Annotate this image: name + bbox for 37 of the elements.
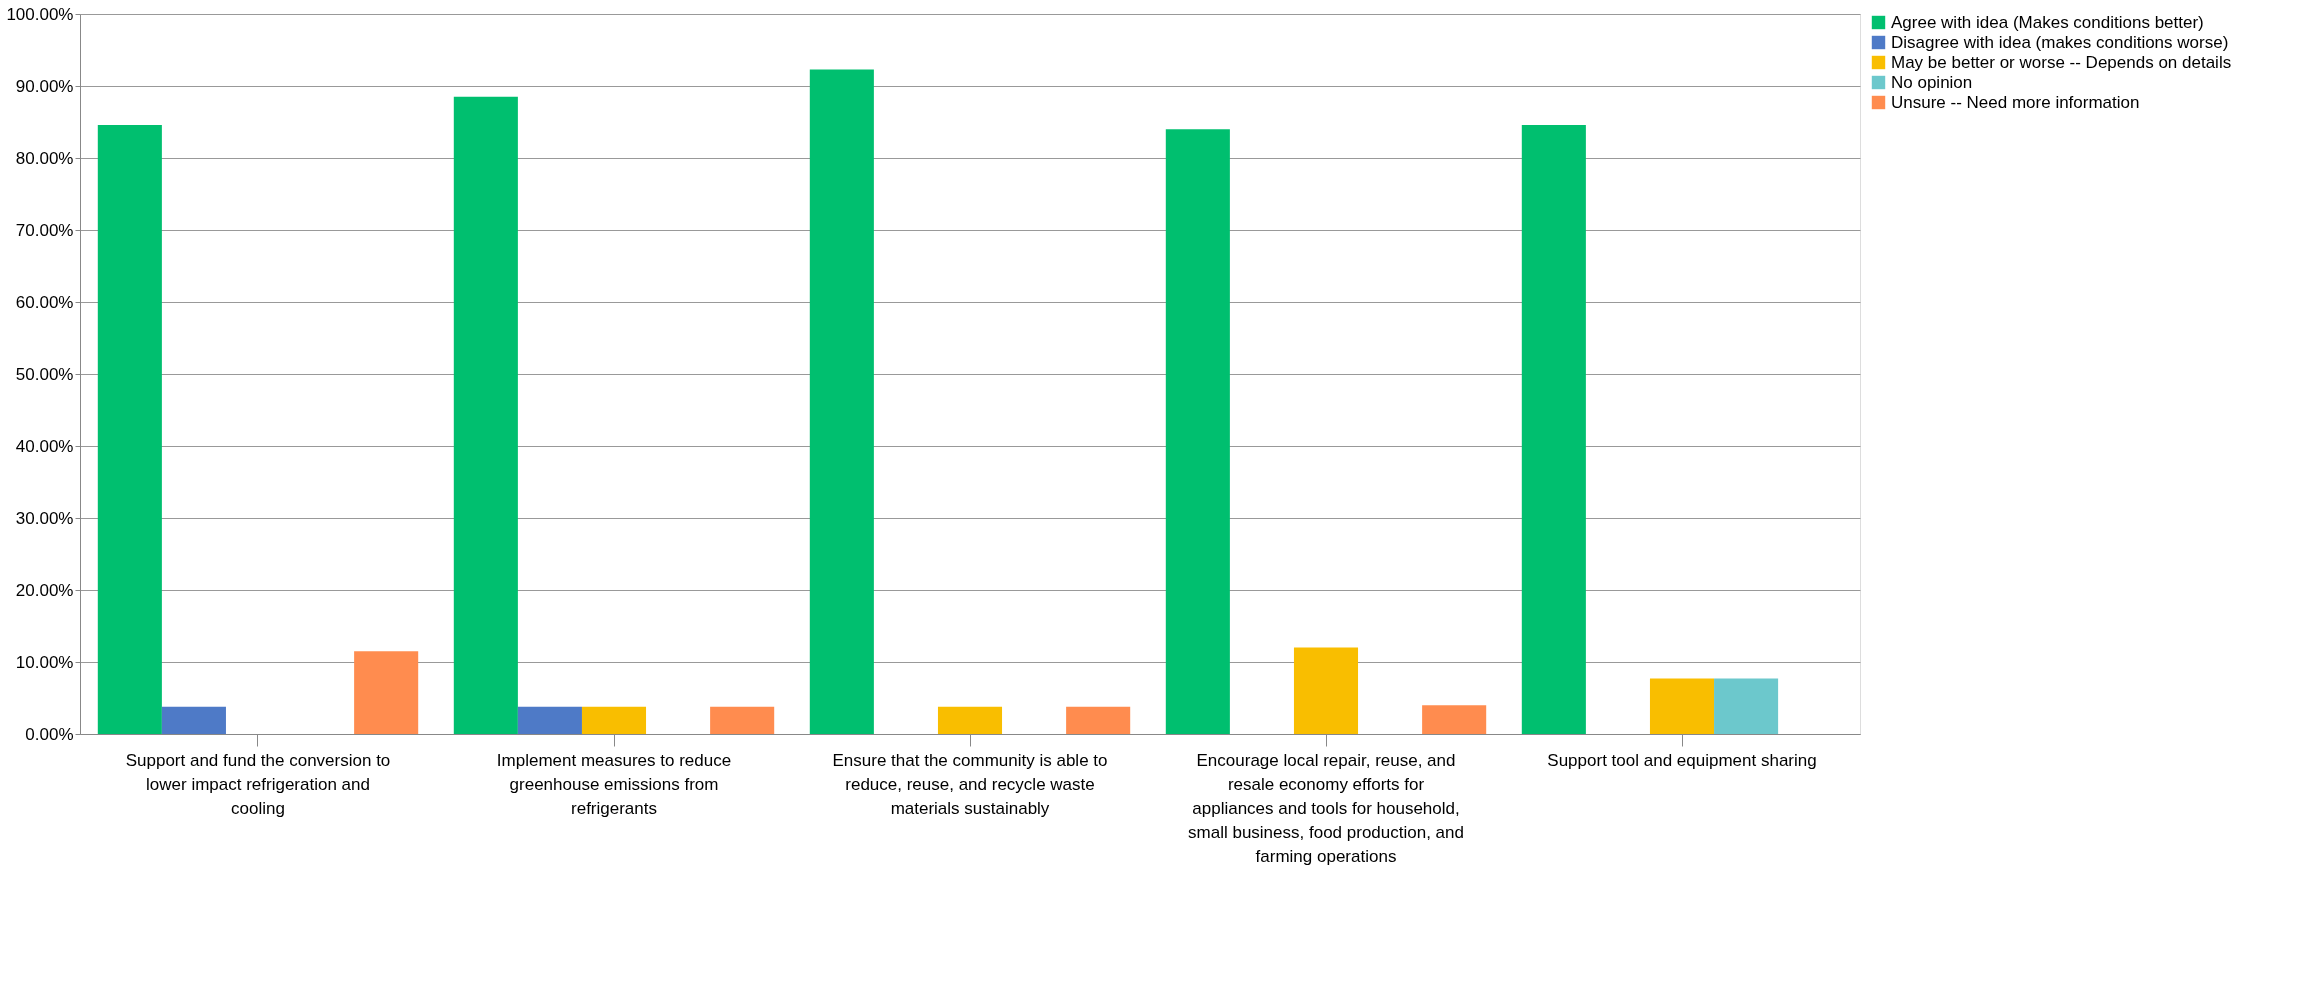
x-tick-label: Implement measures to reduce greenhouse emissions from refrigerants [496, 750, 732, 818]
y-tick-label: 70.00% [15, 220, 74, 240]
y-tick-label: 30.00% [15, 508, 74, 528]
y-tick-label: 40.00% [15, 436, 74, 456]
bar [1422, 705, 1487, 734]
x-tick-label: Support tool and equipment sharing [1547, 750, 1817, 770]
y-tick-label: 60.00% [15, 292, 74, 312]
bar [354, 651, 419, 734]
bar [809, 69, 874, 734]
x-tick-label: Support and fund the conversion to lower impact refrigeration and cooling [125, 750, 391, 818]
bar [581, 706, 647, 734]
y-tick-label: 10.00% [15, 652, 74, 672]
y-tick-label: 100.00% [6, 4, 74, 24]
y-tick-label: 0.00% [25, 724, 74, 744]
x-tick-label: Encourage local repair, reuse, and resale economy efforts for appliances and tools for household, small business, food production, and farming operations [1188, 750, 1464, 866]
x-tick-label: Ensure that the community is able to reduce, reuse, and recycle waste materials sustainably [832, 750, 1108, 818]
legend-label: Unsure -- Need more information [1891, 92, 2140, 112]
bar [517, 706, 582, 734]
legend-label: Disagree with idea (makes conditions worse) [1891, 32, 2229, 52]
bar [97, 124, 162, 734]
y-tick-label: 90.00% [15, 76, 74, 96]
y-tick-label: 50.00% [15, 364, 74, 384]
bar [1293, 647, 1359, 734]
bar [161, 706, 226, 734]
legend-label: May be better or worse -- Depends on details [1891, 52, 2232, 72]
y-tick-label: 80.00% [15, 148, 74, 168]
bar [1521, 124, 1586, 734]
legend-label: No opinion [1891, 72, 1973, 92]
bar [1649, 678, 1715, 734]
bar [937, 706, 1003, 734]
bar [1714, 678, 1779, 734]
bar [1165, 129, 1230, 734]
bar [1066, 706, 1131, 734]
y-tick-label: 20.00% [15, 580, 74, 600]
bar [453, 96, 518, 734]
legend-label: Agree with idea (Makes conditions better) [1891, 12, 2204, 32]
bar [710, 706, 775, 734]
